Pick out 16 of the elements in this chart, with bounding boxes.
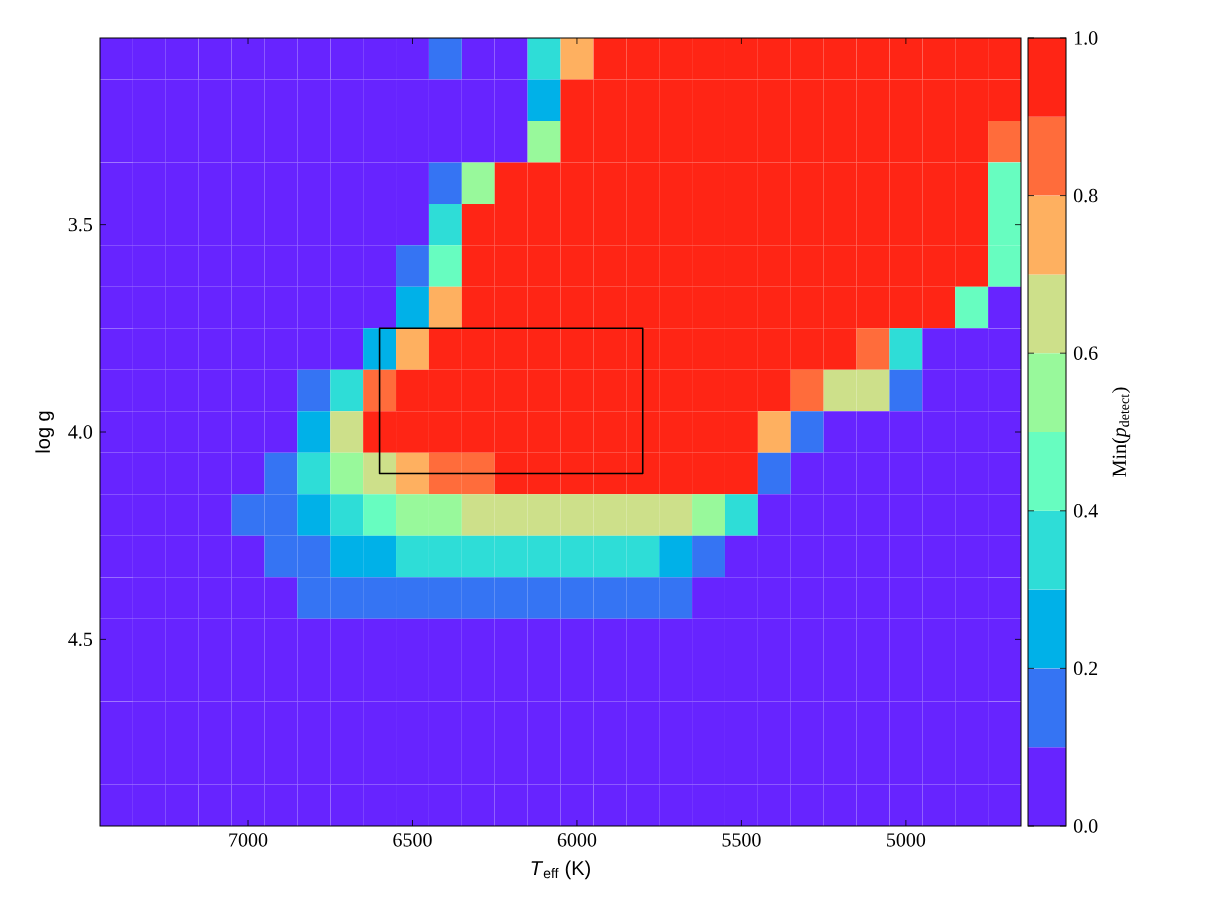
color-bar-label: 0.6 — [1073, 346, 1098, 360]
x-tick-label: 7000 — [229, 833, 268, 847]
color-bar-label: 0.4 — [1073, 504, 1098, 518]
color-bar-label: 0.8 — [1073, 188, 1098, 203]
x-tick-label: 5500 — [722, 833, 761, 847]
x-tick-label: 5000 — [887, 833, 926, 847]
y-tick-label: 3.5 — [68, 217, 93, 232]
color-bar-label: 0.2 — [1073, 661, 1098, 676]
y-tick-label: 4.5 — [68, 632, 93, 647]
y-axis-title: log g — [35, 411, 55, 453]
color-bar-label: 1.0 — [1074, 31, 1098, 45]
x-tick-label: 6500 — [393, 833, 432, 847]
color-bar-label: 0.0 — [1073, 819, 1098, 833]
x-axis-title: T$_{eff}$ (K) — [531, 860, 590, 880]
y-tick-label: 4.0 — [68, 425, 93, 439]
x-tick-label: 6000 — [557, 833, 597, 847]
